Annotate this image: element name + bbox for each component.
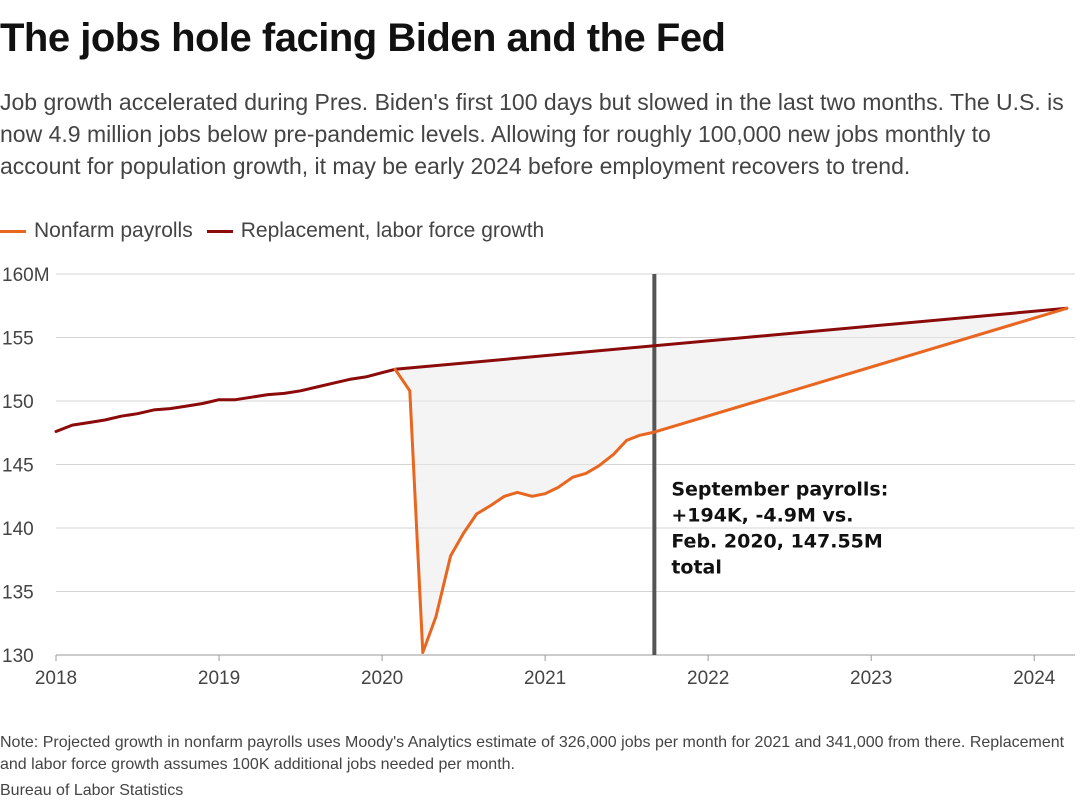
y-tick-label-140: 140 — [2, 519, 34, 540]
chart-subtitle: Job growth accelerated during Pres. Bide… — [0, 89, 1064, 179]
legend-swatch-replacement — [206, 229, 233, 233]
y-tick-label-150: 150 — [2, 392, 34, 413]
gap-shading — [395, 308, 1067, 653]
annotation-line-3: total — [671, 557, 722, 579]
x-tick-label-2022: 2022 — [687, 668, 729, 689]
legend-label-replacement: Replacement, labor force growth — [240, 219, 545, 242]
y-tick-label-130: 130 — [2, 646, 34, 667]
series-line-nonfarm-payrolls — [393, 306, 1069, 654]
y-tick-label-160: 160M — [2, 265, 50, 286]
legend-swatch-nonfarm — [0, 229, 26, 233]
y-tick-label-135: 135 — [2, 583, 34, 604]
annotation-line-2: Feb. 2020, 147.55M — [671, 531, 882, 553]
x-tick-label-2021: 2021 — [524, 668, 566, 689]
y-tick-label-145: 145 — [2, 456, 34, 477]
chart-title: The jobs hole facing Biden and the Fed — [0, 16, 726, 60]
annotation-line-0: September payrolls: — [671, 479, 888, 501]
annotation: September payrolls: +194K, -4.9M vs. Feb. … — [671, 479, 888, 579]
x-tick-label-2024: 2024 — [1013, 668, 1056, 689]
legend-item-replacement: Replacement, labor force growth — [206, 219, 545, 243]
footnote: Note: Projected growth in nonfarm payrol… — [0, 734, 1065, 773]
y-tick-label-155: 155 — [2, 329, 34, 350]
legend-item-nonfarm: Nonfarm payrolls — [0, 219, 193, 243]
series-line-replacement — [54, 306, 1069, 433]
source-credit: Bureau of Labor Statistics — [0, 782, 184, 799]
x-tick-label-2020: 2020 — [361, 668, 403, 689]
x-tick-label-2019: 2019 — [198, 668, 240, 689]
axis-ticks: 130 135 140 145 150 155 160M 2018 2019 2020 2021 20… — [2, 265, 1056, 689]
x-tick-label-2018: 2018 — [35, 668, 77, 689]
x-tick-label-2023: 2023 — [850, 668, 892, 689]
annotation-line-1: +194K, -4.9M vs. — [671, 505, 853, 527]
legend-label-nonfarm: Nonfarm payrolls — [34, 219, 193, 242]
series-lines — [54, 306, 1069, 654]
gap-area — [395, 308, 1067, 653]
legend: Nonfarm payrolls Replacement, labor forc… — [0, 219, 544, 243]
line-chart: 130 135 140 145 150 155 160M 2018 2019 2020 2021 20… — [2, 265, 1075, 689]
